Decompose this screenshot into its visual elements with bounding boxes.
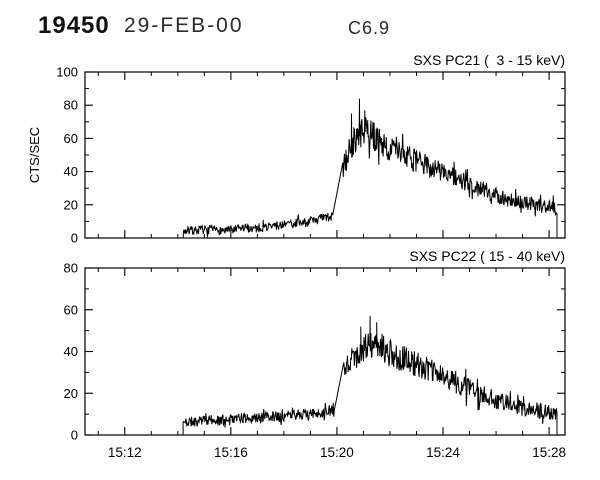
- pc21-lightcurve-chart: 0 20 40 60 80 100 SXS PC21 ( 3 - 15 keV) CTS/SE…: [27, 52, 566, 245]
- panel-title: SXS PC21 ( 3 - 15 keV): [413, 52, 565, 68]
- x-tick-label: 15:12: [108, 445, 142, 460]
- y-tick-label: 0: [71, 231, 78, 245]
- y-tick-label: 60: [64, 302, 78, 317]
- y-tick-label: 80: [64, 261, 78, 276]
- y-tick-label: 100: [56, 65, 78, 80]
- panel-title: SXS PC22 ( 15 - 40 keV): [409, 248, 565, 264]
- y-tick-label: 80: [64, 98, 78, 113]
- x-tick-label: 15:24: [426, 445, 460, 460]
- y-tick-label: 40: [64, 344, 78, 359]
- x-tick-label: 15:20: [320, 445, 354, 460]
- lightcurve-trace: [182, 98, 558, 238]
- date-label: 29-FEB-00: [124, 14, 244, 37]
- y-tick-label: 20: [64, 386, 78, 401]
- x-tick-label: 15:28: [532, 445, 566, 460]
- y-axis-title: CTS/SEC: [27, 127, 42, 183]
- plot-box: [84, 71, 566, 239]
- x-tick-label: 15:16: [214, 445, 248, 460]
- lightcurve-trace: [182, 315, 558, 435]
- header: 19450 29-FEB-00 C6.9: [0, 0, 600, 48]
- event-id: 19450: [38, 12, 110, 39]
- pc22-lightcurve-chart: 0 20 40 60 80 15:12 15:16 15:20 15:24 15:28 SXS PC…: [64, 248, 566, 460]
- flare-class-label: C6.9: [348, 18, 391, 38]
- y-tick-label: 20: [64, 197, 78, 212]
- y-tick-label: 60: [64, 131, 78, 146]
- y-tick-label: 0: [71, 428, 78, 443]
- y-tick-label: 40: [64, 164, 78, 179]
